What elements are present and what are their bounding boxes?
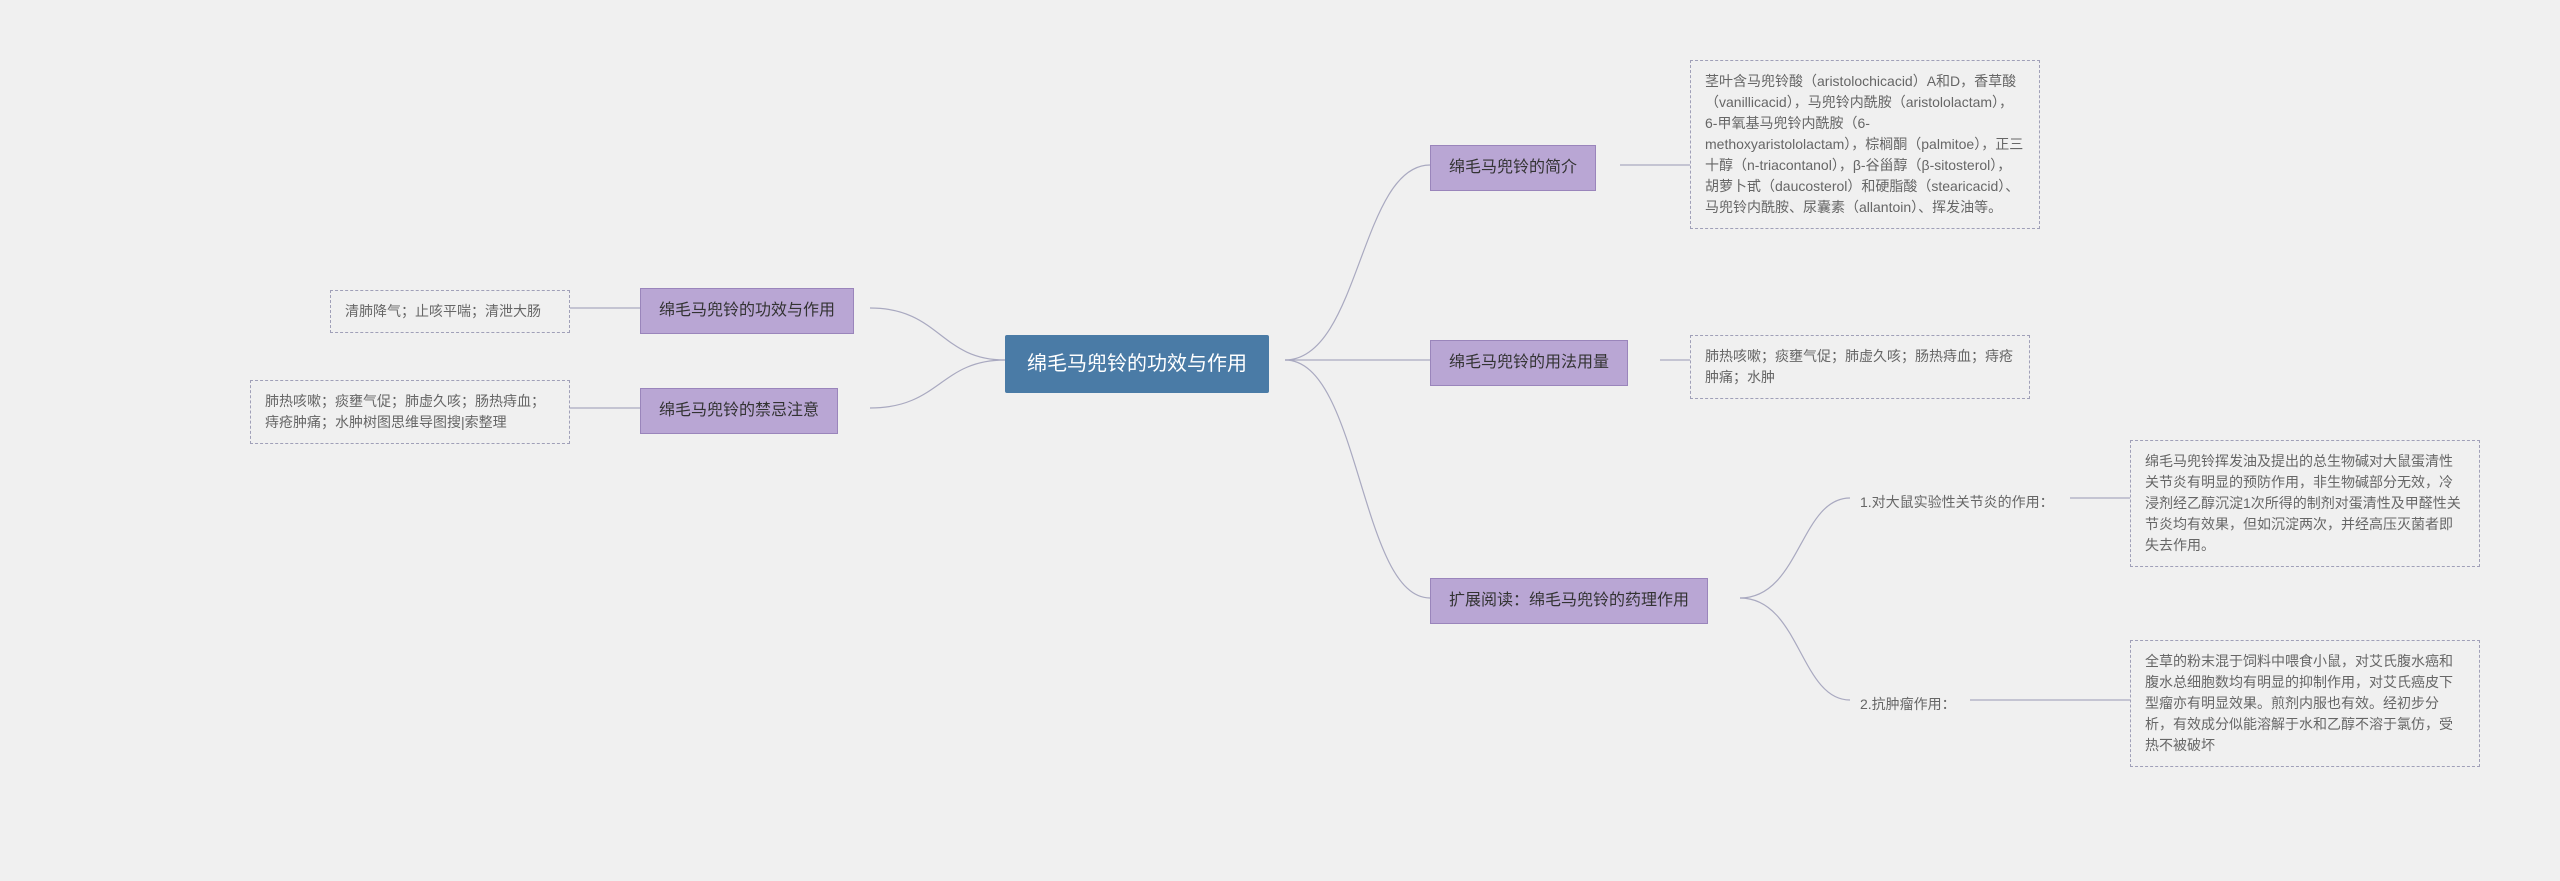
sub-antitumor[interactable]: 2.抗肿瘤作用：	[1850, 688, 1966, 721]
leaf-antitumor-detail: 全草的粉末混于饲料中喂食小鼠，对艾氏腹水癌和腹水总细胞数均有明显的抑制作用，对艾…	[2130, 640, 2480, 767]
branch-left-efficacy[interactable]: 绵毛马兜铃的功效与作用	[640, 288, 854, 334]
branch-right-intro[interactable]: 绵毛马兜铃的简介	[1430, 145, 1596, 191]
leaf-right-usage-detail: 肺热咳嗽；痰壅气促；肺虚久咳；肠热痔血；痔疮肿痛；水肿	[1690, 335, 2030, 399]
branch-right-usage[interactable]: 绵毛马兜铃的用法用量	[1430, 340, 1628, 386]
branch-left-contraindication[interactable]: 绵毛马兜铃的禁忌注意	[640, 388, 838, 434]
leaf-arthritis-detail: 绵毛马兜铃挥发油及提出的总生物碱对大鼠蛋清性关节炎有明显的预防作用，非生物碱部分…	[2130, 440, 2480, 567]
leaf-left-contraindication-detail: 肺热咳嗽；痰壅气促；肺虚久咳；肠热痔血；痔疮肿痛；水肿树图思维导图搜|索整理	[250, 380, 570, 444]
root-node[interactable]: 绵毛马兜铃的功效与作用	[1005, 335, 1269, 393]
sub-arthritis[interactable]: 1.对大鼠实验性关节炎的作用：	[1850, 486, 2064, 519]
leaf-right-intro-detail: 茎叶含马兜铃酸（aristolochicacid）A和D，香草酸（vanilli…	[1690, 60, 2040, 229]
leaf-left-efficacy-detail: 清肺降气；止咳平喘；清泄大肠	[330, 290, 570, 333]
branch-right-pharmacology[interactable]: 扩展阅读：绵毛马兜铃的药理作用	[1430, 578, 1708, 624]
